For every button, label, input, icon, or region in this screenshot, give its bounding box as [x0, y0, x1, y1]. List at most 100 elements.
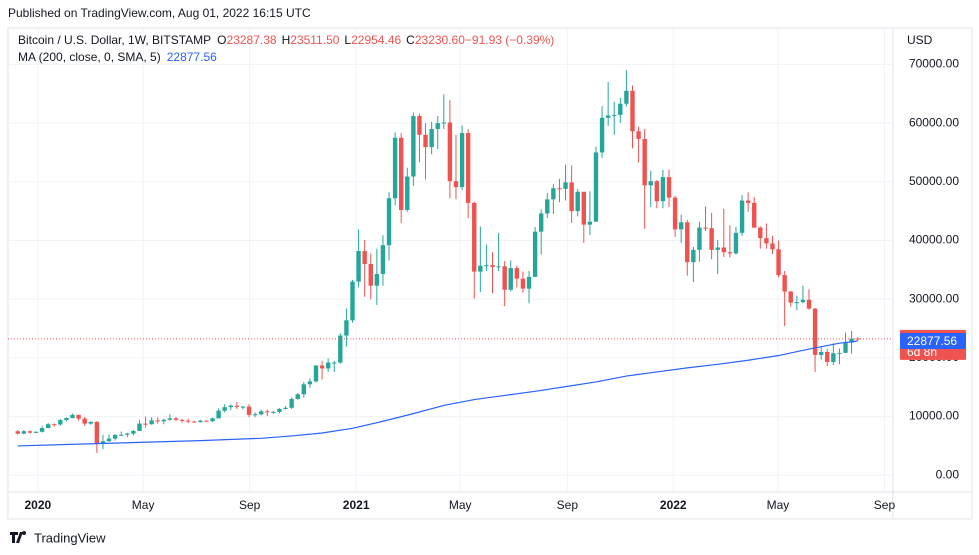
candle-body — [161, 419, 167, 422]
candle-body — [612, 114, 617, 116]
candle-body — [843, 342, 848, 353]
candle-body — [289, 398, 294, 408]
candle-body — [563, 182, 568, 189]
ma-name: MA (200, close, 0, SMA, 5) — [18, 50, 161, 64]
candle-body — [721, 247, 726, 253]
candle-body — [277, 408, 282, 412]
candle-body — [837, 352, 842, 354]
candle-body — [204, 420, 209, 422]
candle-body — [648, 181, 653, 186]
candle-body — [538, 213, 544, 232]
candle-body — [752, 202, 757, 228]
symbol-name: Bitcoin / U.S. Dollar, 1W, BITSTAMP — [18, 33, 211, 47]
candle-body — [380, 245, 386, 274]
candle-body — [271, 411, 276, 413]
candle-body — [599, 117, 605, 153]
candle-body — [654, 181, 660, 202]
candle-body — [131, 430, 136, 434]
candle-body — [33, 431, 39, 433]
candle-body — [210, 418, 215, 422]
ohlc-key: H — [282, 33, 291, 47]
ohlc-value: 22954.46 — [351, 33, 401, 47]
candle-body — [313, 365, 319, 382]
candle-body — [100, 441, 106, 444]
candle-body — [520, 278, 526, 289]
candle-body — [246, 406, 252, 415]
candle-body — [806, 299, 812, 309]
ohlc-value: 23511.50 — [290, 33, 339, 47]
candle-body — [465, 133, 471, 203]
y-tick-label: 30000.00 — [909, 291, 959, 305]
candle-body — [125, 433, 130, 435]
candle-body — [374, 273, 380, 286]
candle-body — [642, 138, 647, 186]
brand-logo — [10, 531, 27, 543]
candle-body — [715, 247, 720, 250]
candle-body — [52, 424, 57, 426]
candle-body — [764, 238, 769, 244]
candle-body — [666, 177, 672, 198]
candle-body — [581, 191, 586, 225]
symbol-header: Bitcoin / U.S. Dollar, 1W, BITSTAMP O2328… — [18, 33, 554, 47]
candle-body — [691, 249, 696, 263]
candle-body — [575, 191, 580, 212]
candle-body — [630, 90, 635, 132]
candle-body — [758, 227, 763, 239]
candle-body — [27, 431, 33, 433]
ma-value: 22877.56 — [167, 50, 217, 64]
candle-body — [788, 291, 793, 303]
candle-body — [678, 222, 684, 230]
ohlc-value: −91.93 (−0.39%) — [465, 33, 554, 47]
candle-body — [569, 182, 574, 212]
candle-body — [508, 268, 513, 290]
candle-body — [259, 411, 264, 415]
candle-body — [800, 299, 806, 303]
candle-body — [112, 434, 118, 439]
candle-body — [782, 275, 787, 292]
candle-body — [618, 103, 623, 115]
candle-body — [697, 227, 702, 250]
x-tick-label: 2022 — [660, 498, 687, 512]
candle-body — [325, 362, 331, 369]
y-tick-label: 10000.00 — [909, 409, 959, 423]
candle-body — [350, 281, 355, 321]
candle-body — [58, 420, 63, 425]
candle-body — [185, 420, 191, 422]
x-tick-label: Sep — [557, 498, 579, 512]
x-tick-label: Sep — [239, 498, 261, 512]
candle-body — [423, 134, 428, 148]
candle-body — [441, 122, 447, 124]
ohlc-key: L — [344, 33, 351, 47]
candle-body — [484, 265, 489, 267]
candle-body — [155, 420, 160, 422]
candle-body — [143, 423, 148, 425]
candle-body — [472, 202, 477, 272]
candle-body — [307, 381, 313, 385]
candle-body — [672, 197, 678, 230]
y-tick-label: 0.00 — [936, 467, 960, 481]
candle-body — [167, 418, 173, 420]
candle-body — [234, 405, 240, 407]
candle-body — [502, 266, 507, 290]
candle-body — [685, 222, 690, 263]
candle-body — [356, 251, 361, 282]
candle-body — [831, 353, 836, 362]
candle-body — [398, 137, 404, 210]
candle-body — [405, 176, 410, 210]
candle-body — [776, 249, 781, 276]
candle-body — [228, 405, 233, 408]
y-tick-label: 50000.00 — [909, 174, 959, 188]
ohlc-key: C — [406, 33, 415, 47]
candle-body — [295, 394, 300, 399]
candle-body — [526, 276, 532, 289]
y-tick-label: 70000.00 — [909, 57, 959, 71]
candle-body — [812, 308, 818, 355]
x-tick-label: May — [767, 498, 790, 512]
candle-body — [222, 407, 227, 411]
candle-body — [82, 418, 87, 424]
candle-body — [70, 414, 75, 419]
candle-body — [739, 200, 745, 233]
plot-frame — [7, 27, 973, 520]
